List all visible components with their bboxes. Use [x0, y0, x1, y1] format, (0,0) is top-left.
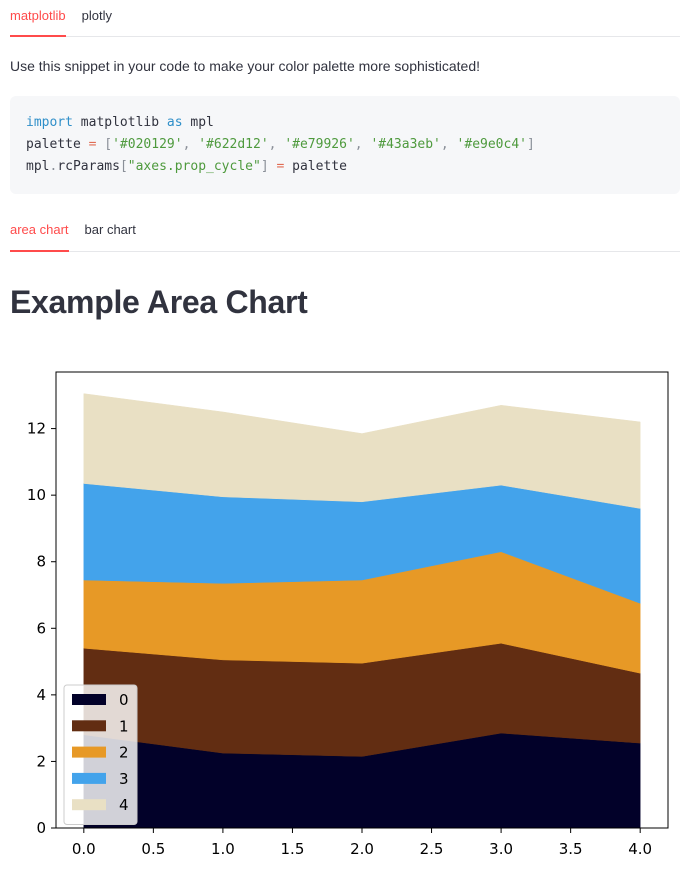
code-sep: , [268, 137, 285, 152]
legend-label-1: 1 [119, 717, 129, 735]
code-assign: = [268, 159, 293, 174]
y-tick-label: 12 [27, 420, 46, 438]
code-color-1: '#020129' [112, 137, 183, 152]
chart-type-tabs: area chart bar chart [10, 222, 680, 252]
legend-label-3: 3 [119, 770, 129, 788]
tab-matplotlib[interactable]: matplotlib [10, 8, 66, 37]
legend-label-0: 0 [119, 691, 129, 709]
code-value: palette [292, 159, 347, 174]
code-obj: mpl [26, 159, 50, 174]
legend-swatch-0 [72, 694, 106, 705]
x-tick-label: 0.5 [141, 840, 165, 858]
legend-swatch-3 [72, 772, 106, 784]
chart-legend: 0 1 2 3 4 [63, 684, 138, 825]
x-tick-label: 0.0 [72, 840, 96, 858]
snippet-description: Use this snippet in your code to make yo… [10, 58, 481, 74]
code-sep: , [440, 137, 457, 152]
tab-area-chart[interactable]: area chart [10, 222, 69, 252]
code-dot: . [49, 159, 58, 174]
x-tick-label: 1.0 [211, 840, 235, 858]
legend-label-2: 2 [119, 744, 129, 762]
chart-areas [83, 393, 641, 829]
code-keyword-import: import [26, 115, 73, 130]
code-block: import matplotlib as mpl palette = ['#02… [10, 96, 680, 194]
code-bracket-close: ] [527, 137, 535, 152]
code-line-3: mpl.rcParams["axes.prop_cycle"] = palett… [26, 159, 347, 174]
legend-swatch-2 [72, 746, 106, 758]
code-color-3: '#e79926' [284, 137, 355, 152]
y-axis: 0 2 4 6 8 10 12 [27, 420, 56, 837]
code-var-palette: palette [26, 137, 81, 152]
x-tick-label: 4.0 [628, 840, 652, 858]
code-bracket-open: [ [119, 159, 128, 174]
y-tick-label: 8 [36, 553, 46, 571]
code-color-2: '#622d12' [198, 137, 269, 152]
tab-bar-chart[interactable]: bar chart [84, 222, 136, 237]
x-axis: 0.0 0.5 1.0 1.5 2.0 2.5 3.0 3.5 4.0 [72, 828, 652, 858]
code-sep: , [354, 137, 371, 152]
code-module: matplotlib [72, 115, 167, 130]
code-assign: = [80, 137, 105, 152]
y-tick-label: 6 [36, 619, 46, 637]
y-tick-label: 2 [36, 752, 46, 770]
y-tick-label: 4 [36, 686, 46, 704]
code-color-5: '#e9e0c4' [456, 137, 527, 152]
code-line-1: import matplotlib as mpl [26, 115, 214, 130]
library-tabs: matplotlib plotly [10, 8, 680, 37]
code-attr: rcParams [57, 159, 120, 174]
code-line-2: palette = ['#020129', '#622d12', '#e7992… [26, 137, 535, 152]
x-tick-label: 1.5 [281, 840, 305, 858]
x-tick-label: 2.5 [420, 840, 444, 858]
y-tick-label: 10 [27, 486, 46, 504]
code-bracket-close: ] [260, 159, 269, 174]
code-key: "axes.prop_cycle" [127, 159, 261, 174]
area-series-4 [83, 393, 641, 509]
y-tick-label: 0 [36, 819, 46, 837]
legend-swatch-4 [72, 799, 106, 811]
code-color-4: '#43a3eb' [370, 137, 441, 152]
legend-label-4: 4 [119, 796, 129, 814]
page-title: Example Area Chart [10, 284, 308, 320]
code-bracket-open: [ [104, 137, 113, 152]
code-sep: , [182, 137, 199, 152]
x-tick-label: 3.5 [559, 840, 583, 858]
code-alias: mpl [182, 115, 214, 130]
legend-swatch-1 [72, 720, 106, 732]
x-tick-label: 2.0 [350, 840, 374, 858]
tab-plotly[interactable]: plotly [81, 8, 112, 23]
code-keyword-as: as [166, 115, 183, 130]
x-tick-label: 3.0 [489, 840, 513, 858]
